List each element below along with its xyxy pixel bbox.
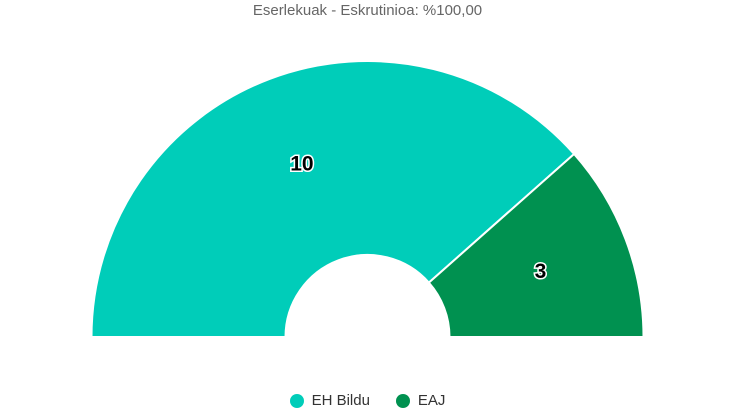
legend-swatch-eaj (395, 393, 410, 408)
legend-swatch-eh-bildu (289, 393, 304, 408)
legend-label-eh-bildu: EH Bildu (311, 392, 370, 409)
legend-label-eaj: EAJ (417, 392, 446, 409)
chart-legend: EH Bildu EAJ (0, 392, 735, 409)
chart-labels: 10 3 (289, 151, 548, 284)
data-label-eaj: 3 (535, 260, 547, 283)
data-label-eh-bildu: 10 (290, 153, 313, 176)
chart-title: Eserlekuak - Eskrutinioa: %100,00 (252, 2, 483, 19)
legend-item-eaj[interactable]: EAJ (395, 392, 446, 409)
chart-slices (90, 60, 645, 338)
slice-eh-bildu[interactable] (90, 60, 576, 338)
legend-item-eh-bildu[interactable]: EH Bildu (289, 392, 370, 409)
slice-eaj[interactable] (427, 152, 645, 338)
